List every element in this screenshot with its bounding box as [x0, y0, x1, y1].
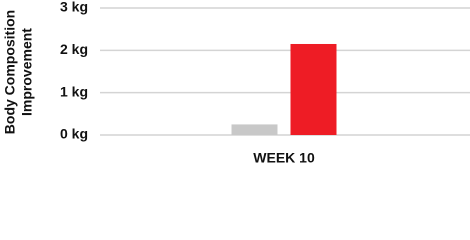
y-tick-label: 3 kg — [60, 0, 88, 15]
chart: 0 kg 1 kg 2 kg 3 kg Body Composition Improvem… — [2, 0, 470, 166]
y-tick-label: 1 kg — [60, 83, 88, 99]
y-tick-label: 2 kg — [60, 41, 88, 57]
y-axis-title: Body Composition — [2, 10, 18, 134]
x-tick-label: WEEK 10 — [253, 150, 315, 166]
bar — [231, 124, 278, 135]
bar — [290, 43, 337, 135]
y-axis-title: Improvement — [19, 28, 35, 116]
page: {"chart_data": {"type": "bar", "ylabel":… — [1, 0, 470, 166]
y-tick-label: 0 kg — [60, 126, 88, 142]
